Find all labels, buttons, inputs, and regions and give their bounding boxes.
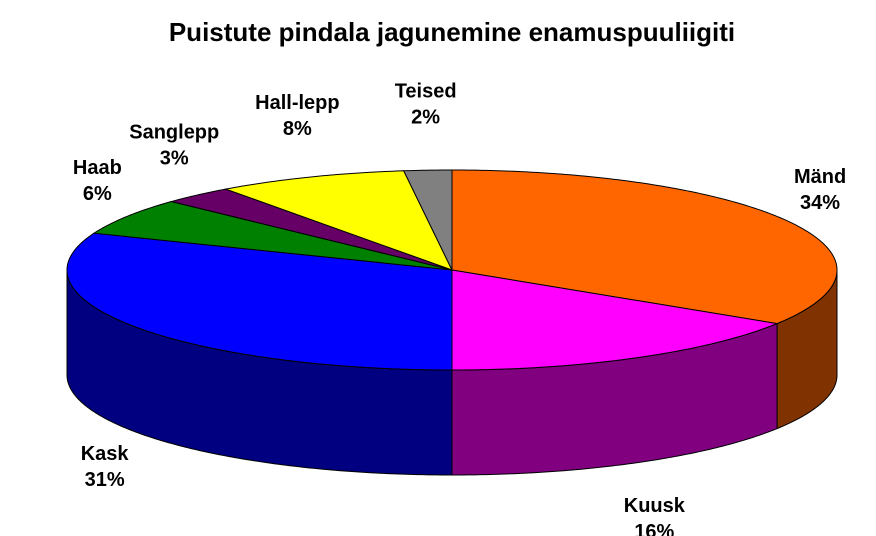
slice-top <box>223 170 453 271</box>
slice-label: Kuusk <box>624 495 686 517</box>
slice-top <box>451 269 779 371</box>
slice-value-label: 6% <box>83 183 112 205</box>
slice <box>451 169 838 430</box>
slice-label: Teised <box>395 81 457 103</box>
slice <box>223 170 453 271</box>
slice-top <box>66 232 453 371</box>
slice-label: Hall-lepp <box>255 92 339 114</box>
slice-top <box>402 169 453 271</box>
slice-value-label: 34% <box>800 192 840 214</box>
slice-value-label: 8% <box>283 118 312 140</box>
slice-label: Kask <box>81 443 130 465</box>
slice-value-label: 31% <box>85 469 125 491</box>
slice-top <box>169 188 453 271</box>
slice-top <box>92 201 453 271</box>
slice-value-label: 3% <box>160 148 189 170</box>
slice-label: Mänd <box>794 166 846 188</box>
slice-value-label: 16% <box>634 521 674 536</box>
slice-label: Sanglepp <box>129 122 219 144</box>
slice <box>169 188 453 271</box>
slice-value-label: 2% <box>411 107 440 129</box>
slice-top <box>451 169 838 325</box>
chart-title: Puistute pindala jagunemine enamuspuulii… <box>169 17 735 47</box>
slice <box>66 232 453 476</box>
slice <box>402 169 453 271</box>
slice <box>451 269 779 476</box>
slice-label: Haab <box>73 157 122 179</box>
slice <box>92 201 453 271</box>
